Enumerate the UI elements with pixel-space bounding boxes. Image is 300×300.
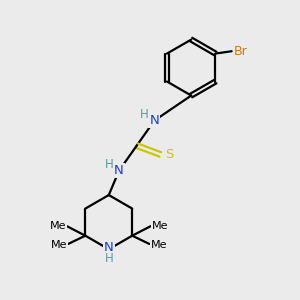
Text: Br: Br bbox=[234, 45, 247, 58]
Text: Me: Me bbox=[151, 239, 167, 250]
Text: N: N bbox=[104, 241, 114, 254]
Text: Me: Me bbox=[152, 221, 168, 231]
Text: Me: Me bbox=[50, 221, 66, 231]
Text: H: H bbox=[104, 252, 113, 265]
Text: Me: Me bbox=[51, 239, 67, 250]
Text: H: H bbox=[104, 158, 113, 171]
Text: N: N bbox=[114, 164, 124, 177]
Text: S: S bbox=[165, 148, 173, 161]
Text: H: H bbox=[140, 108, 148, 121]
Text: N: N bbox=[149, 114, 159, 127]
